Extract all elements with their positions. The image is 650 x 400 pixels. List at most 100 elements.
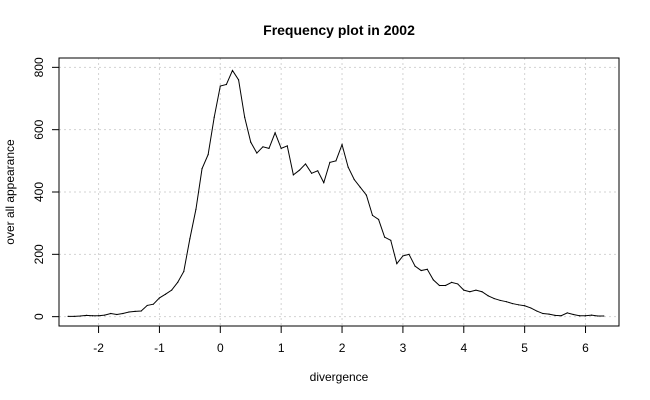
x-tick-label: -2	[93, 341, 104, 355]
x-tick-label: 1	[278, 341, 285, 355]
series-line	[68, 69, 604, 317]
data-point	[128, 311, 130, 313]
x-tick-label: 6	[582, 341, 589, 355]
data-point	[152, 303, 154, 305]
data-point	[365, 194, 367, 196]
data-point	[438, 284, 441, 287]
data-point	[341, 144, 343, 146]
data-point	[134, 310, 136, 312]
data-point	[536, 310, 538, 312]
data-point	[286, 145, 288, 147]
data-point	[262, 146, 264, 148]
data-point	[463, 289, 465, 291]
x-tick-label: 0	[217, 341, 224, 355]
data-point	[274, 132, 276, 134]
grid-layer	[59, 58, 619, 326]
y-tick-label: 400	[32, 182, 46, 202]
data-point	[213, 116, 215, 118]
data-point	[511, 302, 514, 305]
data-point	[603, 315, 605, 317]
data-point	[524, 305, 526, 307]
data-point	[560, 315, 562, 317]
data-point	[244, 116, 246, 118]
data-point	[171, 289, 173, 291]
data-point	[116, 313, 118, 316]
data-point	[256, 152, 258, 154]
data-point	[566, 312, 568, 314]
data-point	[183, 270, 185, 273]
y-tick-label: 600	[32, 119, 46, 139]
data-point	[85, 314, 87, 317]
data-point	[591, 314, 593, 316]
data-point	[347, 166, 349, 168]
data-point	[91, 315, 94, 317]
data-point	[530, 307, 532, 309]
data-point	[231, 69, 234, 72]
data-point	[177, 281, 179, 283]
x-tick-label: 5	[521, 341, 528, 355]
data-point	[97, 315, 100, 317]
data-point	[317, 170, 319, 172]
data-point	[408, 253, 410, 255]
chart-title: Frequency plot in 2002	[263, 22, 415, 38]
data-point	[280, 147, 282, 149]
data-point	[225, 83, 227, 86]
data-point	[359, 186, 361, 188]
data-point	[499, 299, 501, 302]
data-point	[390, 239, 392, 241]
data-point	[146, 304, 148, 307]
data-point	[597, 315, 599, 317]
data-point	[104, 314, 106, 316]
data-point	[207, 154, 209, 156]
data-point	[542, 312, 544, 315]
data-point	[110, 312, 112, 315]
data-point	[79, 315, 81, 317]
x-tick-label: 2	[339, 341, 346, 355]
data-point	[426, 268, 428, 270]
data-point	[268, 147, 270, 149]
data-point	[298, 169, 301, 171]
data-point	[219, 85, 221, 87]
data-point	[292, 174, 294, 176]
data-point	[481, 291, 483, 293]
x-tick-label: 4	[460, 341, 467, 355]
data-point	[371, 214, 374, 216]
data-point	[548, 313, 550, 315]
data-point	[158, 297, 161, 299]
data-point	[384, 236, 386, 238]
data-point	[164, 293, 167, 295]
data-point	[329, 161, 331, 163]
data-point	[554, 314, 556, 317]
point-layer	[67, 69, 605, 317]
data-point	[353, 178, 355, 181]
data-point	[444, 284, 447, 287]
data-point	[311, 172, 313, 174]
data-point	[189, 238, 191, 240]
data-point	[402, 255, 404, 257]
data-point	[487, 295, 489, 297]
data-point	[469, 291, 471, 293]
data-point	[505, 301, 507, 303]
data-point	[584, 315, 587, 317]
data-point	[572, 313, 574, 316]
data-point	[73, 315, 75, 317]
y-tick-label: 0	[32, 313, 46, 320]
data-point	[414, 265, 416, 267]
data-point	[140, 310, 142, 312]
x-tick-label: 3	[400, 341, 407, 355]
data-point	[195, 208, 197, 210]
y-axis-label: over all appearance	[3, 139, 17, 245]
data-point	[432, 279, 434, 281]
data-point	[67, 315, 69, 317]
data-point	[517, 304, 520, 306]
x-axis-label: divergence	[310, 370, 369, 384]
data-point	[451, 281, 453, 283]
data-point	[323, 182, 325, 184]
tick-layer: -2 -1 0 1 2 3 4 5 6 0 200 400 600 800	[32, 57, 589, 355]
data-point	[250, 141, 252, 143]
data-point	[420, 269, 422, 272]
x-tick-label: -1	[154, 341, 165, 355]
data-point	[304, 163, 307, 165]
